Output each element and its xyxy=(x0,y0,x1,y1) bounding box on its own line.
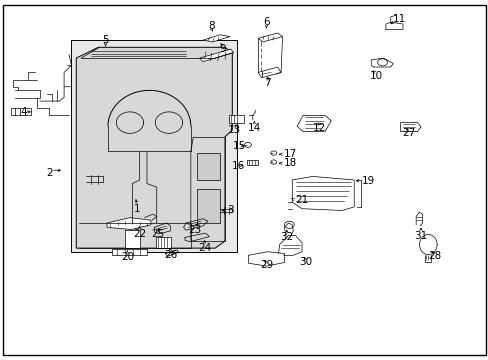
Text: 15: 15 xyxy=(233,141,246,151)
Text: 6: 6 xyxy=(263,17,269,27)
Text: 32: 32 xyxy=(280,232,293,242)
Text: 5: 5 xyxy=(102,35,109,45)
Text: 10: 10 xyxy=(369,71,382,81)
Text: 24: 24 xyxy=(198,243,211,253)
Text: 14: 14 xyxy=(247,123,260,133)
Text: 29: 29 xyxy=(259,260,272,270)
Text: 12: 12 xyxy=(312,123,325,133)
Text: 11: 11 xyxy=(392,14,406,24)
Bar xyxy=(112,249,147,255)
Circle shape xyxy=(377,59,386,66)
Text: 31: 31 xyxy=(413,231,427,240)
Circle shape xyxy=(270,151,276,155)
Circle shape xyxy=(270,160,276,164)
Text: 16: 16 xyxy=(232,161,245,171)
Bar xyxy=(156,237,171,248)
Polygon shape xyxy=(199,49,233,62)
Bar xyxy=(11,108,31,115)
Polygon shape xyxy=(297,116,330,132)
Text: 7: 7 xyxy=(264,78,271,88)
Text: 4: 4 xyxy=(20,107,27,117)
Bar xyxy=(71,40,237,252)
Text: 13: 13 xyxy=(228,125,241,135)
Polygon shape xyxy=(203,35,229,42)
Text: 18: 18 xyxy=(283,158,296,168)
Text: 3: 3 xyxy=(227,206,234,216)
Text: 8: 8 xyxy=(207,21,214,31)
Text: 19: 19 xyxy=(361,176,374,186)
Text: 23: 23 xyxy=(188,225,201,235)
Polygon shape xyxy=(258,33,282,42)
Bar xyxy=(246,159,257,165)
Polygon shape xyxy=(248,252,284,266)
Text: 27: 27 xyxy=(402,129,415,138)
Polygon shape xyxy=(258,67,281,78)
Polygon shape xyxy=(76,47,232,248)
Text: 26: 26 xyxy=(163,250,177,260)
Polygon shape xyxy=(107,218,151,229)
Text: 22: 22 xyxy=(133,229,146,239)
Bar xyxy=(125,230,140,248)
Circle shape xyxy=(244,142,251,147)
Text: 28: 28 xyxy=(427,251,440,261)
Text: 21: 21 xyxy=(295,195,308,205)
Text: 9: 9 xyxy=(219,44,225,54)
Text: 1: 1 xyxy=(134,204,140,214)
Polygon shape xyxy=(292,176,353,211)
Text: 17: 17 xyxy=(283,149,296,159)
Text: 20: 20 xyxy=(121,252,134,262)
Text: 30: 30 xyxy=(298,257,311,267)
Text: 25: 25 xyxy=(151,229,164,239)
Circle shape xyxy=(284,221,294,228)
Bar xyxy=(228,115,244,123)
Polygon shape xyxy=(400,123,420,132)
Bar xyxy=(196,153,220,180)
Bar xyxy=(196,189,220,223)
Text: 2: 2 xyxy=(46,168,53,178)
